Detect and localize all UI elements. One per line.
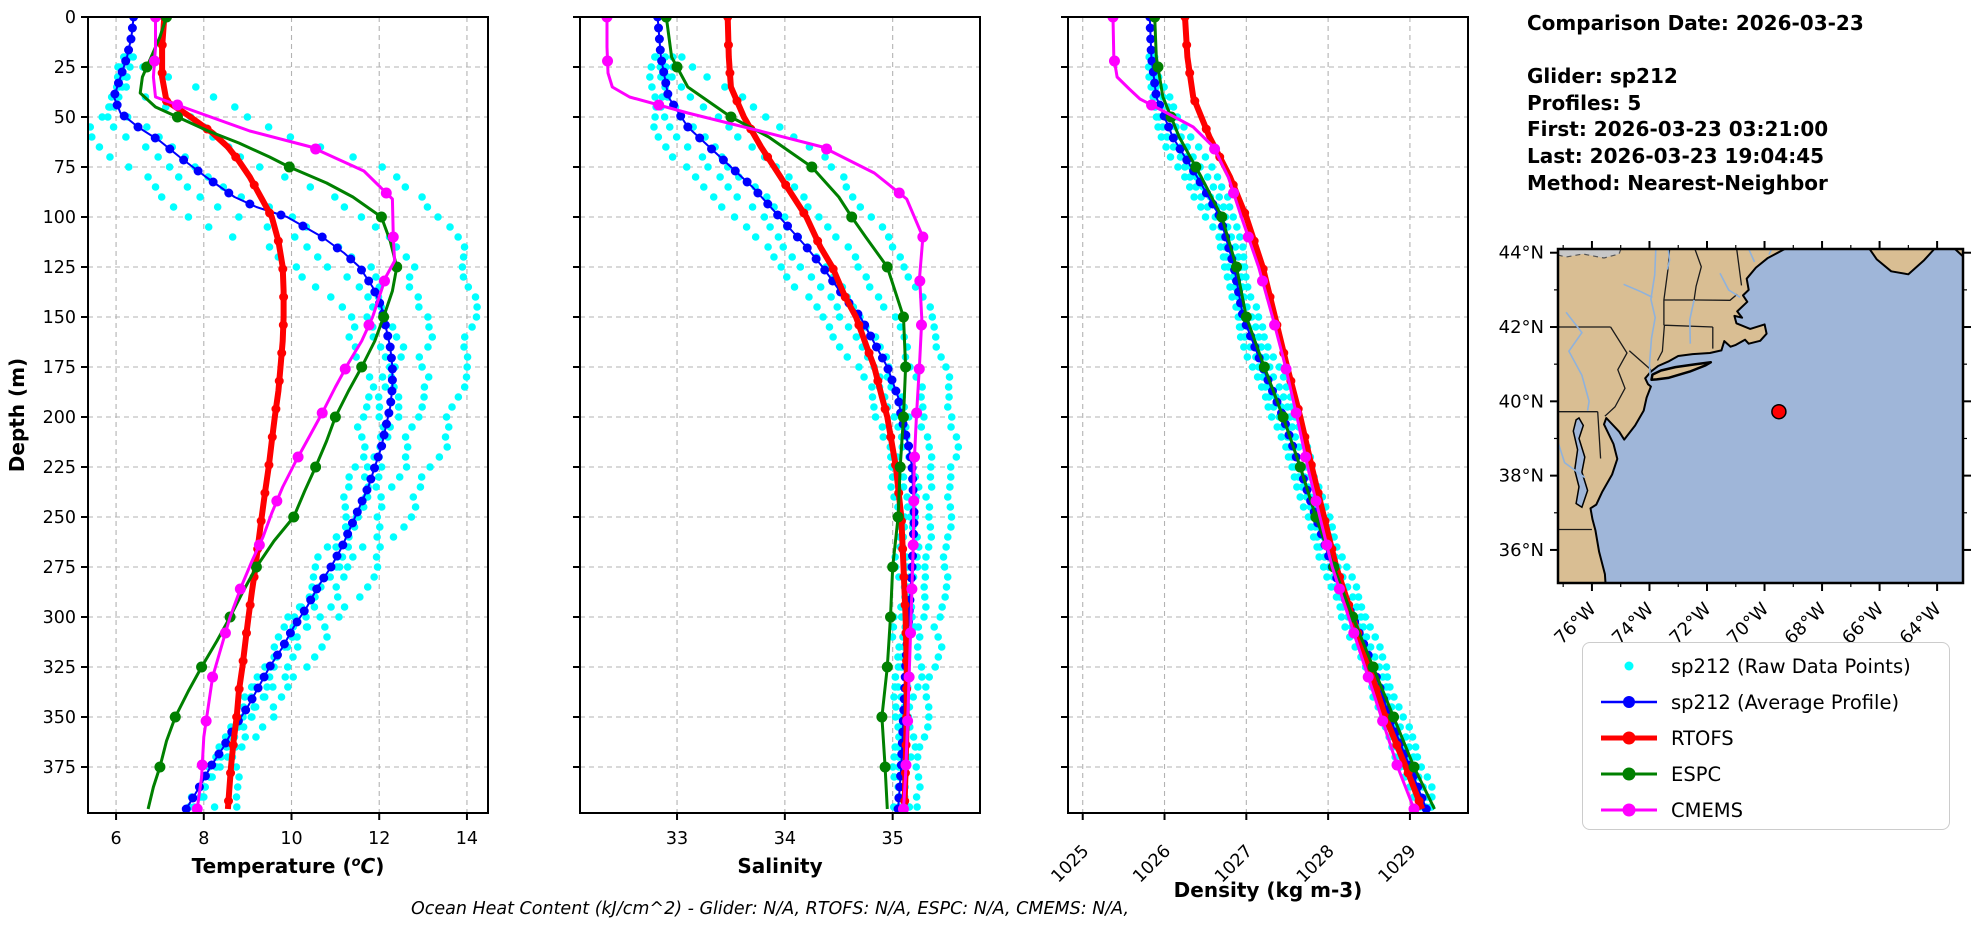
profile-charts: 6 8 10 12 14 0 25 50 75 100 125 150 175 200 225 250 275 3…	[5, 8, 1469, 902]
svg-text:350: 350	[43, 708, 76, 728]
series-sp212-average-profile-	[110, 17, 397, 813]
legend-item-rtofs: RTOFS	[1597, 720, 1949, 756]
svg-text:1026: 1026	[1129, 841, 1175, 887]
profiles-text: Profiles: 5	[1527, 90, 1642, 115]
series-sp212-average-profile-	[653, 17, 919, 813]
svg-text:175: 175	[43, 358, 76, 378]
legend-marker-icon	[1601, 767, 1657, 781]
series-cmems	[601, 17, 929, 813]
last-time-text: Last: 2026-03-23 19:04:45	[1527, 143, 1825, 168]
svg-text:125: 125	[43, 258, 76, 278]
svg-text:33: 33	[666, 829, 688, 849]
svg-text:25: 25	[54, 58, 76, 78]
svg-text:10: 10	[280, 829, 302, 849]
legend: sp212 (Raw Data Points) sp212 (Average Pr…	[1582, 642, 1950, 830]
svg-text:100: 100	[43, 208, 76, 228]
tick-labels: 33 34 35	[666, 829, 904, 849]
svg-text:325: 325	[43, 658, 76, 678]
axes-frame	[1067, 16, 1469, 814]
svg-text:1029: 1029	[1375, 841, 1421, 887]
legend-label: RTOFS	[1671, 726, 1734, 750]
tick-marks	[573, 16, 894, 820]
legend-marker-icon	[1601, 803, 1657, 817]
long-island	[1650, 361, 1713, 382]
legend-label: ESPC	[1671, 762, 1722, 786]
map-lat-label: 38°N	[1499, 466, 1544, 487]
glider-text: Glider: sp212	[1527, 64, 1678, 89]
series-rtofs	[157, 17, 289, 810]
map-frame	[1556, 247, 1965, 585]
svg-text:50: 50	[54, 108, 76, 128]
depth-axis-label: Depth (m)	[5, 358, 29, 472]
legend-marker-icon	[1601, 731, 1657, 745]
nova-scotia	[1868, 249, 1963, 276]
state-borders	[1558, 249, 1743, 531]
axes-frame	[579, 16, 981, 814]
comparison-date-text: Comparison Date: 2026-03-23	[1527, 11, 1864, 35]
series-cmems	[1107, 17, 1420, 813]
legend-item-sp212-average-profile-: sp212 (Average Profile)	[1597, 684, 1949, 720]
map-lat-label: 42°N	[1499, 317, 1544, 338]
legend-label: sp212 (Raw Data Points)	[1671, 654, 1911, 678]
tick-marks	[81, 16, 468, 820]
info-spacer	[1527, 37, 1864, 64]
legend-item-cmems: CMEMS	[1597, 792, 1949, 828]
legend-label: sp212 (Average Profile)	[1671, 690, 1900, 714]
svg-text:275: 275	[43, 558, 76, 578]
svg-text:375: 375	[43, 758, 76, 778]
legend-marker-icon	[1601, 696, 1657, 708]
gridlines	[1068, 16, 1468, 813]
first-time-text: First: 2026-03-23 03:21:00	[1527, 117, 1829, 142]
svg-text:8: 8	[198, 829, 209, 849]
info-panel: Comparison Date: 2026-03-23 Glider: sp21…	[1527, 10, 1864, 196]
map-lat-label: 40°N	[1499, 391, 1544, 412]
svg-text:14: 14	[456, 829, 478, 849]
svg-text:1025: 1025	[1048, 841, 1094, 887]
legend-label: CMEMS	[1671, 798, 1743, 822]
method-text: Method: Nearest-Neighbor	[1527, 170, 1828, 195]
tick-marks	[1061, 16, 1411, 820]
series-espc	[138, 17, 403, 810]
svg-text:12: 12	[368, 829, 390, 849]
series-espc	[1149, 17, 1436, 810]
series-espc	[660, 17, 912, 810]
svg-text:225: 225	[43, 458, 76, 478]
svg-text:200: 200	[43, 408, 76, 428]
svg-text:150: 150	[43, 308, 76, 328]
location-map: 76°W 74°W 72°W 70°W 68°W 66°W 64°W44°N42°N40°N…	[1499, 241, 1971, 649]
series-cmems	[149, 17, 399, 813]
temperature-axis-label: Temperature (oC)	[192, 854, 385, 878]
legend-item-sp212-raw-data-points-: sp212 (Raw Data Points)	[1597, 648, 1949, 684]
svg-text:34: 34	[774, 829, 796, 849]
rivers	[1558, 249, 1773, 479]
salinity-plot: 33 34 35 Salinity	[573, 16, 981, 878]
map-lat-label: 36°N	[1499, 540, 1544, 561]
chesapeake-bay	[1572, 416, 1589, 509]
temperature-plot: 6 8 10 12 14 0 25 50 75 100 125 150 175 200 225 250 275 3…	[5, 8, 489, 878]
map-lat-label: 44°N	[1499, 243, 1544, 264]
svg-text:6: 6	[110, 829, 121, 849]
series-rtofs	[723, 17, 912, 810]
legend-marker-icon	[1624, 661, 1634, 671]
tick-labels: 6 8 10 12 14 0 25 50 75 100 125 150 175 200 225 250 275 3…	[43, 8, 478, 849]
salinity-axis-label: Salinity	[737, 854, 822, 878]
map-tick-marks	[1550, 241, 1971, 591]
svg-text:75: 75	[54, 158, 76, 178]
legend-item-espc: ESPC	[1597, 756, 1949, 792]
map-artwork	[1558, 249, 1963, 583]
svg-text:35: 35	[882, 829, 904, 849]
svg-text:250: 250	[43, 508, 76, 528]
axes-frame	[87, 16, 489, 814]
svg-text:0: 0	[65, 8, 76, 28]
ohc-footer: Ocean Heat Content (kJ/cm^2) - Glider: N…	[410, 899, 1130, 919]
density-axis-label: Density (kg m-3)	[1174, 878, 1363, 902]
glider-location-marker	[1771, 403, 1787, 420]
svg-text:300: 300	[43, 608, 76, 628]
